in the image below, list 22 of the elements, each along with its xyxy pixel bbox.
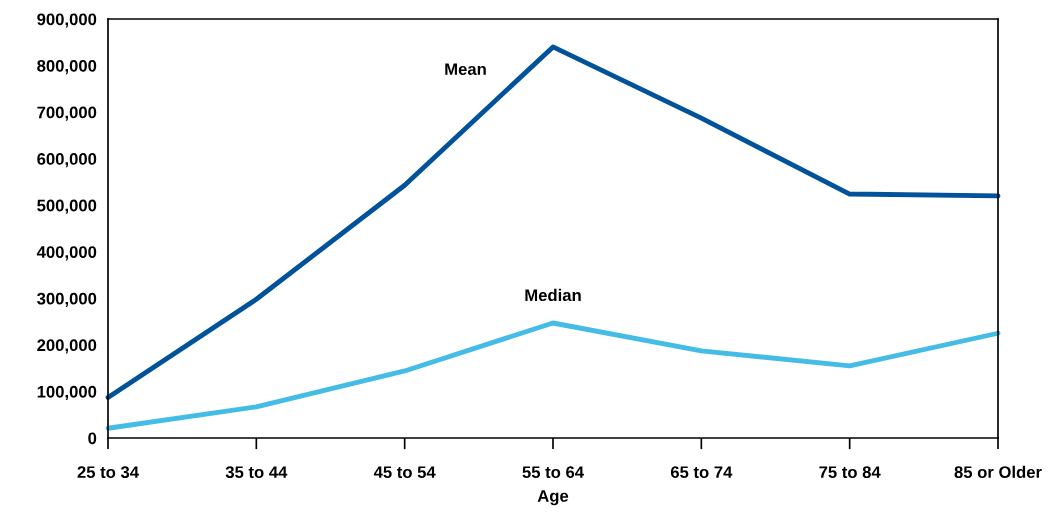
y-tick-label: 400,000 (36, 246, 97, 261)
y-tick-label: 900,000 (37, 13, 97, 28)
y-tick-label: 500,000 (37, 199, 97, 214)
series-label: Mean (445, 63, 486, 76)
series-label: Median (525, 288, 581, 302)
x-tick-label: 55 to 64 (522, 466, 584, 479)
x-tick-label: 25 to 34 (77, 466, 139, 479)
x-tick-label: 75 to 84 (819, 466, 881, 479)
x-tick-label: 85 or Older (954, 465, 1042, 479)
y-tick-label: 100,000 (37, 385, 97, 401)
y-tick-label: 0 (88, 432, 97, 445)
x-tick-label: 45 to 54 (373, 466, 436, 479)
x-tick-label: 65 to 74 (670, 466, 733, 479)
line-series (105, 44, 1001, 400)
y-tick-label: 800,000 (37, 59, 97, 75)
y-tick-label: 300,000 (37, 292, 97, 307)
x-axis-title: Age (537, 490, 569, 506)
y-tick-label: 700,000 (37, 106, 97, 121)
line-series (105, 320, 1001, 431)
y-tick-label: 600,000 (37, 153, 97, 168)
x-tick-label: 35 to 44 (225, 466, 288, 479)
y-tick-label: 200,000 (37, 339, 97, 354)
